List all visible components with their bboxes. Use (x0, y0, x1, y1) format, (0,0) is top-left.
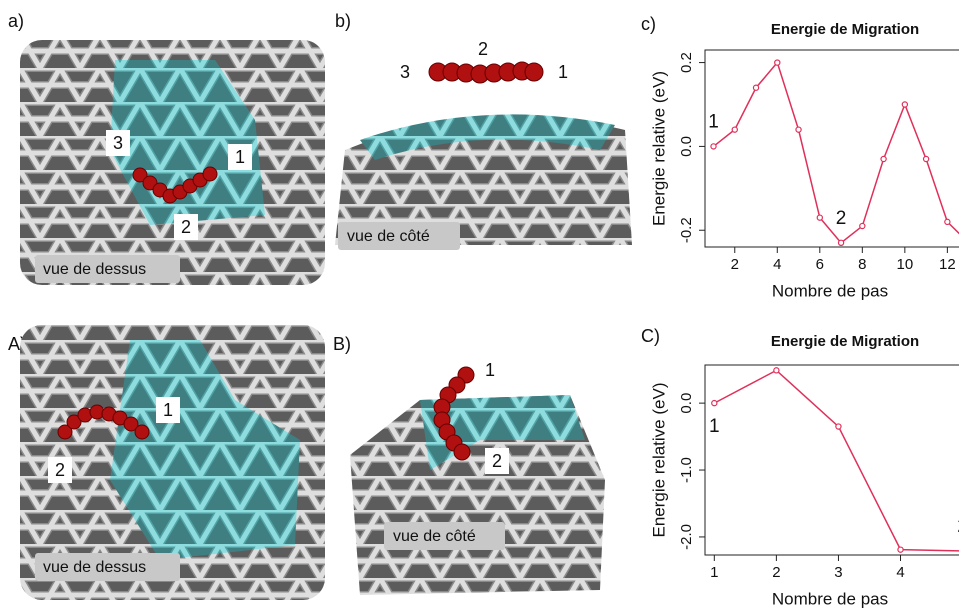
caption-box (338, 222, 460, 250)
molecule (57, 404, 150, 440)
caption-box (384, 522, 505, 550)
data-point (835, 423, 842, 430)
x-tick-label: 3 (834, 564, 842, 581)
marker: 1 (163, 400, 173, 420)
series-line (713, 369, 959, 552)
panel-B: B) 1 2 vue de côté (333, 334, 605, 595)
data-point (774, 59, 781, 66)
surface (110, 340, 300, 560)
marker-box (174, 214, 198, 240)
data-point (731, 126, 738, 133)
caption: vue de côté (393, 528, 476, 545)
y-axis-label: Energie relative (eV) (649, 383, 668, 538)
point-annotation: 2 (836, 208, 847, 229)
y-axis-label: Energie relative (eV) (649, 71, 668, 226)
y-tick-label: 0.0 (678, 393, 695, 414)
panel-a: a) 3 1 2 vue de dessus (8, 11, 325, 285)
data-point (752, 84, 760, 91)
data-point (944, 218, 951, 226)
caption-box (35, 553, 180, 581)
x-tick-label: 4 (896, 564, 904, 581)
x-tick-label: 6 (816, 256, 824, 273)
surface (360, 114, 615, 160)
x-tick-label: 10 (896, 256, 913, 273)
caption: vue de dessus (43, 261, 146, 278)
marker-box (106, 130, 130, 156)
molecule (132, 166, 218, 204)
data-point (837, 239, 845, 247)
x-axis-label: Nombre de pas (772, 589, 888, 608)
data-point (922, 155, 930, 163)
caption-box (35, 255, 180, 283)
marker: 3 (400, 62, 410, 82)
data-point (773, 367, 780, 374)
panel-label: B) (333, 334, 351, 354)
data-point (859, 222, 866, 230)
marker: 2 (55, 460, 65, 480)
marker: 2 (181, 217, 191, 237)
y-tick-label: -2.0 (678, 524, 695, 550)
data-point (901, 101, 909, 108)
marker-box (156, 397, 180, 423)
caption: vue de côté (347, 228, 430, 245)
y-tick-label: -1.0 (678, 457, 695, 483)
data-point (816, 214, 824, 221)
point-annotation: 1 (709, 416, 720, 437)
y-tick-label: -0.2 (678, 217, 695, 243)
marker-box (228, 144, 252, 170)
y-tick-label: 0.0 (678, 136, 695, 157)
x-tick-label: 4 (773, 256, 781, 273)
point-annotation: 2 (957, 516, 959, 537)
panel-label: C) (641, 326, 660, 346)
x-tick-label: 1 (710, 564, 718, 581)
data-point (710, 143, 717, 150)
y-tick-label: 0.2 (678, 52, 695, 73)
x-tick-label: 12 (939, 256, 956, 273)
x-tick-label: 2 (731, 256, 739, 273)
molecule (428, 61, 544, 84)
data-point (880, 155, 887, 163)
point-annotation: 1 (708, 111, 719, 132)
data-point (897, 546, 904, 553)
chart-title: Energie de Migration (771, 333, 919, 350)
panel-label: b) (335, 11, 351, 31)
x-tick-label: 2 (772, 564, 780, 581)
plot-frame (704, 49, 959, 248)
chart-title: Energie de Migration (771, 21, 919, 38)
marker: 3 (113, 133, 123, 153)
x-tick-label: 8 (858, 256, 866, 273)
marker: 2 (478, 39, 488, 59)
panel-A: A) 1 2 vue de dessus (8, 325, 325, 600)
plot-frame (704, 364, 959, 556)
marker: 1 (558, 62, 568, 82)
marker-box (485, 448, 509, 474)
panel-label: c) (641, 14, 656, 34)
x-axis-label: Nombre de pas (772, 281, 888, 300)
panel-b: b) 3 2 1 vue de côté (335, 11, 632, 250)
data-point (795, 126, 802, 133)
marker: 1 (485, 360, 495, 380)
marker: 1 (235, 147, 245, 167)
marker: 2 (492, 451, 502, 471)
data-point (711, 399, 718, 407)
caption: vue de dessus (43, 559, 146, 576)
marker-box (48, 457, 72, 483)
panel-label: a) (8, 11, 24, 31)
molecule (433, 366, 475, 461)
